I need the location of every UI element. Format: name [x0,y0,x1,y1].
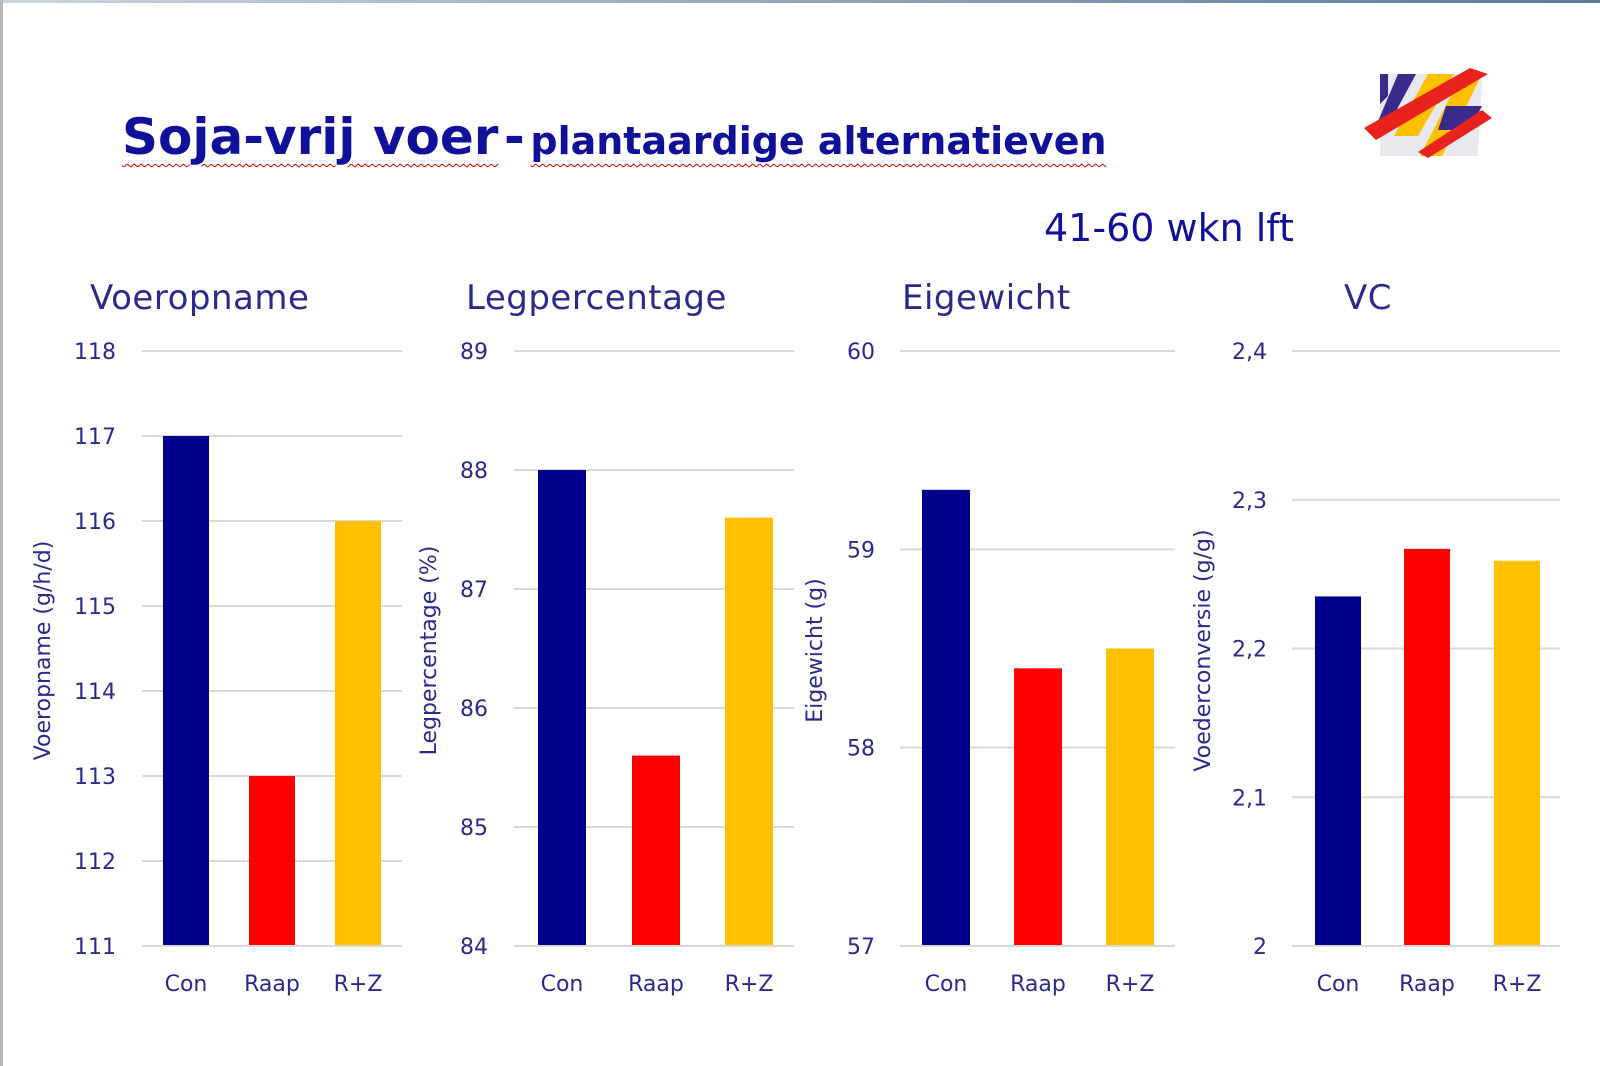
title-main: Soja-vrij voer [122,108,499,166]
x-tick-label: R+Z [1493,972,1542,997]
y-tick-label: 58 [847,737,875,762]
y-tick-label: 88 [460,459,488,484]
y-tick-label: 89 [460,340,488,365]
y-tick-label: 60 [847,340,875,365]
x-tick-label: R+Z [725,972,774,997]
y-tick-label: 2 [1253,935,1267,960]
y-tick-label: 2,2 [1232,638,1267,663]
bar-rplusz [1106,648,1154,946]
title-separator: - [504,108,525,166]
x-tick-label: Raap [1399,972,1455,997]
y-axis-label: Voederconversie (g/g) [1191,529,1216,771]
y-tick-label: 85 [460,816,488,841]
panel-title-eigewicht: Eigewicht [902,278,1071,318]
bar-raap [249,776,295,946]
y-tick-label: 118 [74,340,116,365]
y-tick-label: 117 [74,425,116,450]
page-title: Soja-vrij voer - plantaardige alternatie… [122,108,1107,166]
x-tick-label: Raap [244,972,300,997]
y-axis-label: Eigewicht (g) [803,578,828,722]
x-tick-label: R+Z [334,972,383,997]
x-tick-label: Con [541,972,584,997]
left-border [0,0,3,1066]
y-tick-label: 116 [74,510,116,535]
title-rest: plantaardige alternatieven [530,119,1107,163]
y-tick-label: 2,3 [1232,489,1267,514]
bar-raap [632,755,680,946]
bar-rplusz [725,517,773,946]
y-tick-label: 114 [74,680,116,705]
y-tick-label: 57 [847,935,875,960]
y-axis-label: Legpercentage (%) [417,546,442,756]
y-tick-label: 112 [74,850,116,875]
bar-rplusz [1494,560,1540,946]
y-tick-label: 84 [460,935,488,960]
panel-title-vc: VC [1344,278,1392,318]
y-tick-label: 87 [460,578,488,603]
y-tick-label: 111 [74,935,116,960]
bar-con [1315,596,1361,946]
top-border [0,0,1600,3]
x-tick-label: R+Z [1106,972,1155,997]
subtitle: 41-60 wkn lft [1044,206,1294,250]
bar-rplusz [335,521,381,946]
x-tick-label: Con [165,972,208,997]
y-tick-label: 86 [460,697,488,722]
bar-raap [1014,668,1062,946]
y-tick-label: 2,1 [1232,786,1267,811]
y-tick-label: 115 [74,595,116,620]
y-axis-label: Voeropname (g/h/d) [31,541,56,761]
company-logo [1364,68,1492,158]
x-tick-label: Raap [1010,972,1066,997]
panel-title-legpercentage: Legpercentage [466,278,727,318]
bar-con [163,436,209,946]
bar-con [538,470,586,946]
x-tick-label: Con [925,972,968,997]
x-tick-label: Con [1317,972,1360,997]
y-tick-label: 113 [74,765,116,790]
y-tick-label: 59 [847,538,875,563]
y-tick-label: 2,4 [1232,340,1267,365]
x-tick-label: Raap [628,972,684,997]
bar-con [922,489,970,946]
panel-title-voeropname: Voeropname [90,278,310,318]
bar-raap [1404,548,1450,946]
